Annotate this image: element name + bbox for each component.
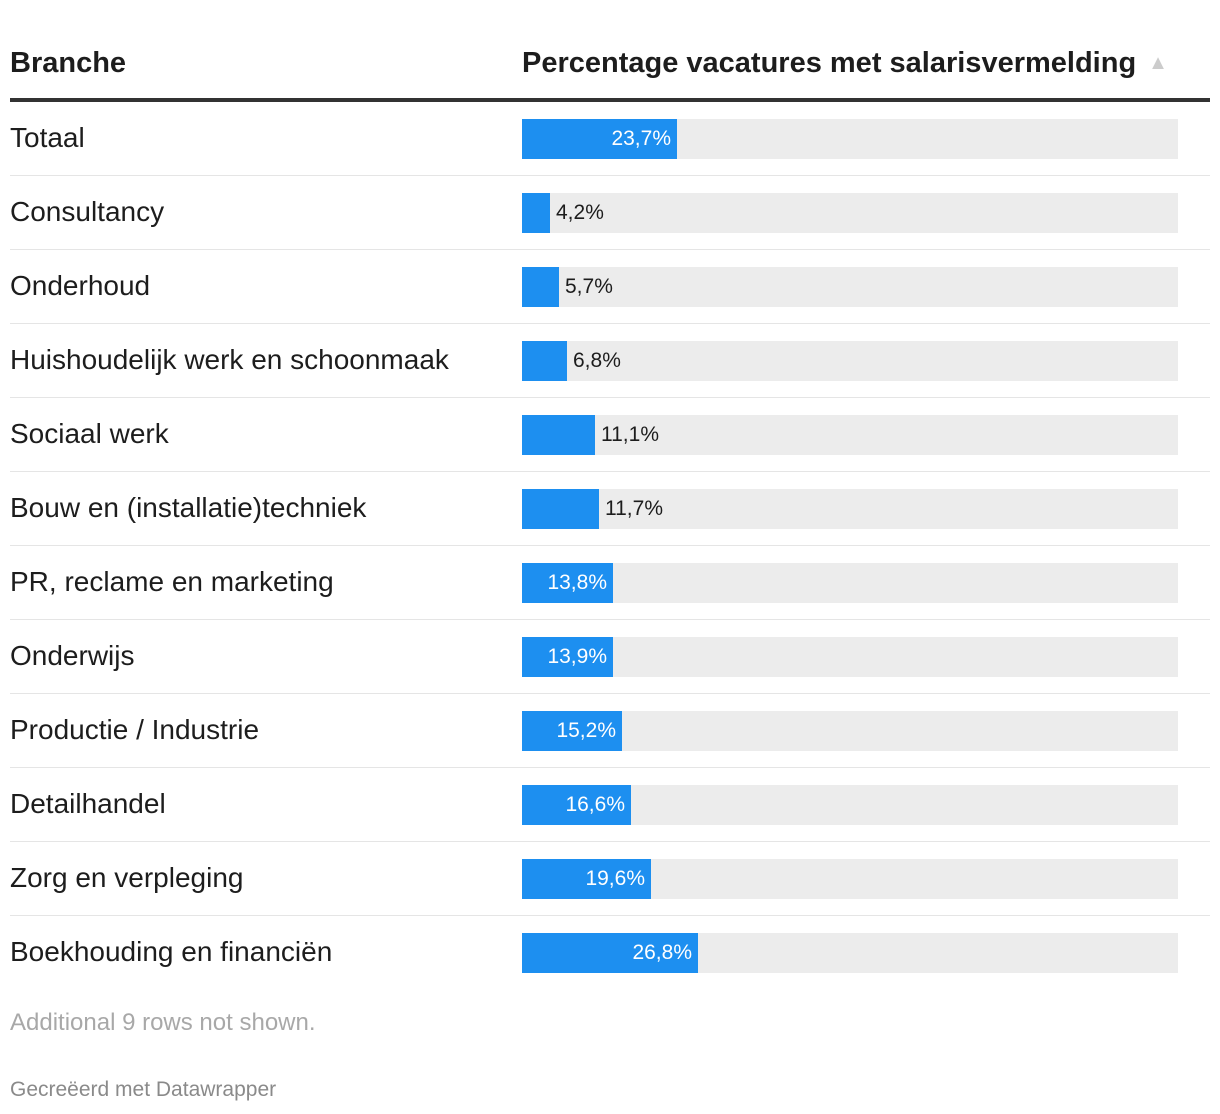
table-row: Sociaal werk 11,1% — [10, 398, 1210, 472]
bar-track: 5,7% — [522, 267, 1178, 307]
table-row: Totaal 23,7% — [10, 102, 1210, 176]
bar — [522, 711, 622, 751]
row-label: Sociaal werk — [10, 418, 169, 449]
row-label: Huishoudelijk werk en schoonmaak — [10, 344, 449, 375]
table-row: Bouw en (installatie)techniek 11,7% — [10, 472, 1210, 546]
row-label: Bouw en (installatie)techniek — [10, 492, 367, 523]
table-row: Boekhouding en financiën 26,8% — [10, 916, 1210, 989]
column-header-percentage-label: Percentage vacatures met salarisvermeldi… — [522, 47, 1137, 79]
data-table: Branche Percentage vacatures met salaris… — [10, 0, 1210, 989]
table-row: PR, reclame en marketing 13,8% — [10, 546, 1210, 620]
row-label: Boekhouding en financiën — [10, 936, 333, 967]
bar — [522, 637, 613, 677]
bar-value-label: 13,8% — [547, 571, 607, 594]
bar-track: 13,8% — [522, 563, 1178, 603]
row-label: Detailhandel — [10, 788, 166, 819]
bar — [522, 341, 567, 381]
bar — [522, 859, 651, 899]
column-header-percentage[interactable]: Percentage vacatures met salarisvermeldi… — [522, 44, 1168, 82]
table-row: Detailhandel 16,6% — [10, 768, 1210, 842]
bar-value-label: 4,2% — [556, 201, 604, 224]
row-label: Consultancy — [10, 196, 165, 227]
bar — [522, 563, 613, 603]
sort-ascending-icon[interactable]: ▲ — [1148, 52, 1168, 74]
row-label: Zorg en verpleging — [10, 862, 244, 893]
bar — [522, 489, 599, 529]
column-header-branche-label: Branche — [10, 47, 127, 79]
table-row: Consultancy 4,2% — [10, 176, 1210, 250]
bar-value-label: 13,9% — [547, 645, 607, 668]
table-row: Huishoudelijk werk en schoonmaak 6,8% — [10, 324, 1210, 398]
row-label: Totaal — [10, 122, 85, 153]
bar-track: 4,2% — [522, 193, 1178, 233]
bar-value-label: 11,1% — [601, 423, 659, 446]
table-row: Onderhoud 5,7% — [10, 250, 1210, 324]
bar-value-label: 16,6% — [565, 793, 625, 816]
bar-track: 16,6% — [522, 785, 1178, 825]
bar-value-label: 23,7% — [611, 127, 671, 150]
bar-value-label: 6,8% — [573, 349, 621, 372]
bar-value-label: 5,7% — [565, 275, 613, 298]
table-row: Zorg en verpleging 19,6% — [10, 842, 1210, 916]
row-label: Productie / Industrie — [10, 714, 260, 745]
table-row: Onderwijs 13,9% — [10, 620, 1210, 694]
bar-value-label: 26,8% — [632, 941, 692, 964]
bar-track: 11,1% — [522, 415, 1178, 455]
row-label: Onderwijs — [10, 640, 135, 671]
bar — [522, 193, 550, 233]
bar-track: 13,9% — [522, 637, 1178, 677]
bar-value-label: 15,2% — [556, 719, 616, 742]
bar-track: 19,6% — [522, 859, 1178, 899]
bar-track: 26,8% — [522, 933, 1178, 973]
bar — [522, 415, 595, 455]
table-row: Productie / Industrie 15,2% — [10, 694, 1210, 768]
bar — [522, 267, 559, 307]
bar-track: 15,2% — [522, 711, 1178, 751]
bar-track: 11,7% — [522, 489, 1178, 529]
bar — [522, 785, 631, 825]
row-label: Onderhoud — [10, 270, 151, 301]
column-header-branche[interactable]: Branche — [10, 44, 126, 82]
bar-track: 23,7% — [522, 119, 1178, 159]
bar — [522, 933, 698, 973]
bar — [522, 119, 677, 159]
table-notes: Additional 9 rows not shown. — [10, 1009, 316, 1036]
bar-value-label: 19,6% — [585, 867, 645, 890]
row-label: PR, reclame en marketing — [10, 566, 334, 597]
credit-text: Gecreëerd met Datawrapper — [10, 1078, 277, 1101]
table-body: Totaal 23,7% Consultancy 4,2% Onderhoud 5,7% H… — [10, 102, 1210, 989]
table-header: Branche Percentage vacatures met salaris… — [10, 0, 1210, 102]
bar-track: 6,8% — [522, 341, 1178, 381]
bar-value-label: 11,7% — [605, 497, 663, 520]
